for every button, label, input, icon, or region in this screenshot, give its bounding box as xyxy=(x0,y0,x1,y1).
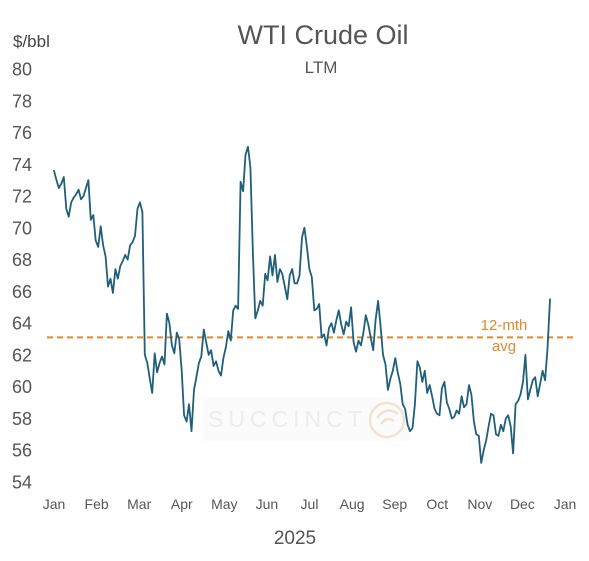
y-tick-label: 68 xyxy=(12,250,32,270)
x-tick-label: Sep xyxy=(382,496,407,512)
y-tick-label: 72 xyxy=(12,187,32,207)
y-tick-label: 78 xyxy=(12,91,32,111)
x-axis-year-label: 2025 xyxy=(274,528,316,549)
y-tick-label: 60 xyxy=(12,377,32,397)
y-tick-label: 66 xyxy=(12,282,32,302)
y-axis-unit-label: $/bbl xyxy=(13,32,50,51)
x-tick-label: Aug xyxy=(340,496,365,512)
x-tick-label: Nov xyxy=(467,496,492,512)
x-tick-label: Jul xyxy=(301,496,319,512)
watermark-logo: SUCCINCT xyxy=(203,397,411,441)
wti-price-line xyxy=(53,145,551,464)
y-tick-label: 54 xyxy=(12,473,32,493)
watermark-text: SUCCINCT xyxy=(208,406,367,432)
average-label-line2: avg xyxy=(492,338,516,355)
x-tick-label: May xyxy=(211,496,237,512)
y-tick-label: 58 xyxy=(12,409,32,429)
x-tick-label: Apr xyxy=(171,496,193,512)
x-axis-ticks: Jan Feb Mar Apr May Jun Jul Aug Sep Oct Nov Dec Jan xyxy=(43,496,577,512)
average-label-line1: 12-mth xyxy=(481,317,528,334)
y-tick-label: 56 xyxy=(12,441,32,461)
x-tick-label: Jun xyxy=(256,496,279,512)
chart-subtitle: LTM xyxy=(305,58,338,77)
x-tick-label: Dec xyxy=(510,496,535,512)
x-tick-label: Oct xyxy=(426,496,448,512)
x-tick-label: Jan xyxy=(43,496,66,512)
y-tick-label: 62 xyxy=(12,345,32,365)
y-tick-label: 70 xyxy=(12,218,32,238)
y-axis-ticks: 54 56 58 60 62 64 66 68 70 72 74 76 78 80 xyxy=(12,60,32,493)
x-tick-label: Jan xyxy=(554,496,577,512)
y-tick-label: 76 xyxy=(12,123,32,143)
y-tick-label: 80 xyxy=(12,60,32,80)
y-tick-label: 74 xyxy=(12,155,32,175)
x-tick-label: Feb xyxy=(85,496,109,512)
x-tick-label: Mar xyxy=(127,496,151,512)
y-tick-label: 64 xyxy=(12,314,32,334)
watermark-icon xyxy=(368,401,406,439)
chart-title: WTI Crude Oil xyxy=(237,20,408,50)
